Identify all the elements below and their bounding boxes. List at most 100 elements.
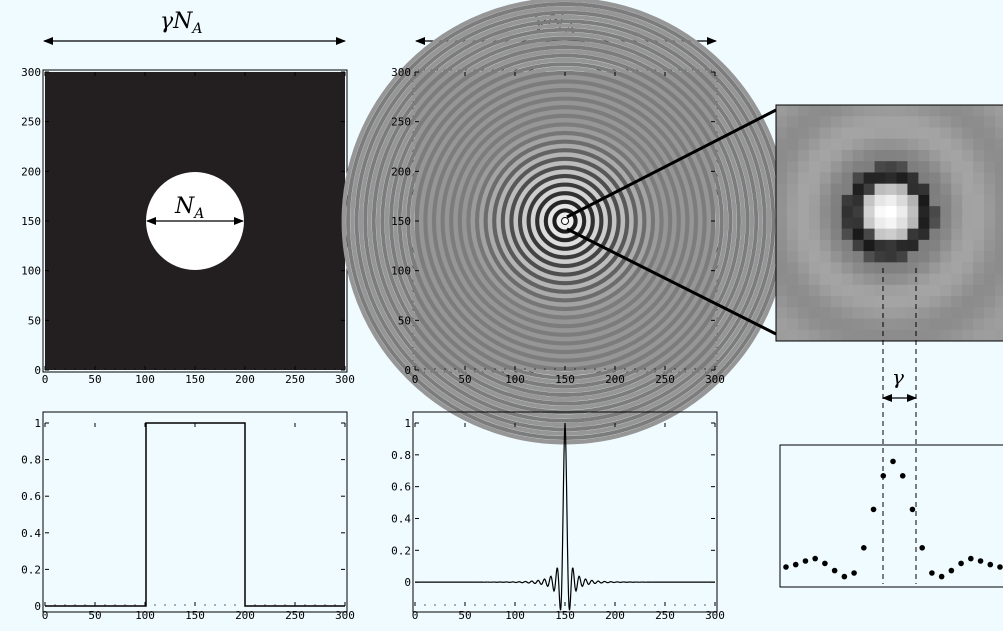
zoom-pixel [973, 217, 985, 230]
zoom-pixel [973, 228, 985, 241]
diffraction-ring-light [384, 40, 746, 402]
zoom-pixel [907, 105, 919, 117]
zoom-pixel [797, 318, 810, 331]
diffraction-ring-dark [432, 88, 698, 354]
zoom-pixel [819, 329, 832, 342]
zoom-pixel [819, 307, 832, 320]
zoom-pixel [874, 318, 887, 331]
zoom-pixel [907, 161, 919, 173]
x-tick-label: 300 [335, 609, 355, 622]
diffraction-ring-light [479, 135, 651, 307]
zoom-pixel [918, 318, 930, 331]
top-left-dimension: γNA [43, 9, 346, 45]
zoom-pixel [885, 217, 897, 230]
diffraction-ring-dark [492, 148, 638, 294]
zoom-pixel [995, 273, 1003, 286]
zoom-pixel [841, 239, 854, 252]
zoom-pixel [797, 127, 810, 140]
diffraction-ring-light [461, 117, 669, 325]
zoom-pixel [896, 183, 908, 196]
zoom-pixel [852, 262, 865, 275]
zoom-pixel [819, 296, 832, 308]
zoom-pixel [973, 318, 985, 331]
zoom-pixel [962, 273, 974, 286]
zoom-pixel [940, 206, 952, 218]
zoom-pixel [973, 116, 985, 128]
zoom-pixel [896, 105, 908, 117]
zoom-pixel [984, 284, 996, 297]
y-tick-label: 0 [34, 600, 41, 613]
diffraction-ring-dark [406, 62, 724, 380]
zoom-pixel [841, 318, 854, 331]
zoom-pixel [786, 172, 799, 185]
zoom-pixel [984, 228, 996, 241]
zoom-pixel [907, 116, 919, 128]
y-tick-label: 0.4 [391, 512, 411, 525]
zoom-pixel [918, 138, 930, 151]
zoom-pixel [808, 116, 821, 128]
zoom-pixel [819, 172, 832, 185]
zoom-pixel [951, 138, 963, 151]
zoom-pixel [973, 194, 985, 207]
zoom-pixel [984, 183, 996, 196]
zoom-pixel [896, 116, 908, 128]
zoom-profile-dot [783, 564, 789, 570]
zoom-profile-dot [948, 567, 955, 574]
zoom-pixel [874, 296, 887, 308]
zoom-pixel [863, 138, 876, 151]
zoom-pixel [951, 239, 963, 252]
zoom-pixel [951, 105, 963, 117]
zoom-pixel [830, 273, 843, 286]
diffraction-ring-dark [397, 53, 733, 389]
x-tick-label: 150 [185, 373, 205, 386]
zoom-pixel [852, 116, 865, 128]
zoom-pixel [830, 206, 843, 218]
zoom-pixel [863, 228, 876, 241]
zoom-pixel [918, 183, 930, 196]
zoom-pixel [776, 284, 788, 297]
zoom-pixel [852, 307, 865, 320]
zoom-pixel [841, 329, 854, 342]
y-tick-label: 200 [21, 165, 41, 178]
zoom-pixel [874, 307, 887, 320]
x-tick-label: 200 [605, 373, 625, 386]
y-tick-label: 300 [21, 66, 41, 79]
zoom-pixel [852, 284, 865, 297]
zoom-pixel [951, 262, 963, 275]
zoom-pixel [907, 172, 919, 185]
x-tick-label: 100 [505, 609, 525, 622]
zoom-pixel [885, 105, 897, 117]
y-tick-label: 0.6 [21, 490, 41, 503]
zoom-pixel [984, 251, 996, 263]
zoom-pixel [973, 183, 985, 196]
zoom-pixel [929, 127, 941, 140]
zoom-pixel [786, 239, 799, 252]
zoom-pixel [808, 284, 821, 297]
zoom-profile-dot [802, 558, 809, 564]
zoom-pixel [885, 149, 897, 162]
zoom-pixel [786, 318, 799, 331]
zoom-pixel [951, 251, 963, 263]
zoom-pixel [940, 161, 952, 173]
zoom-pixel [863, 127, 876, 140]
zoom-pixel [885, 329, 897, 342]
zoom-pixel [797, 307, 810, 320]
zoom-pixel [819, 138, 832, 151]
diffraction-ring-light [444, 100, 686, 342]
zoom-pixel [951, 161, 963, 173]
zoom-pixel [797, 251, 810, 263]
zoom-pixel [973, 138, 985, 151]
zoom-profile-dot [919, 545, 925, 551]
zoom-pixel [841, 296, 854, 308]
x-tick-label: 250 [655, 609, 675, 622]
zoom-pixel [995, 228, 1003, 241]
zoom-pixel [830, 194, 843, 207]
zoom-pixel [929, 262, 941, 275]
diffraction-ring-dark [483, 139, 647, 303]
zoom-pixel [984, 307, 996, 320]
zoom-profile-dot [841, 573, 848, 580]
zoom-pixel [962, 228, 974, 241]
zoom-pixel [885, 228, 897, 241]
zoom-pixel [929, 116, 941, 128]
zoom-pixel [940, 149, 952, 162]
